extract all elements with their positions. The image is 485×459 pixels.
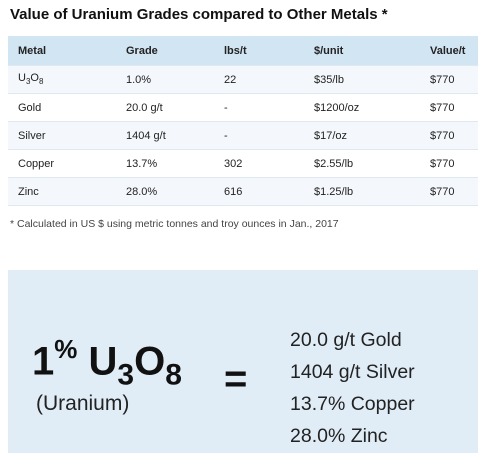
cell-lbs: 302 (214, 149, 304, 178)
cell-metal: Gold (8, 93, 116, 122)
footnote: * Calculated in US $ using metric tonnes… (10, 218, 339, 230)
header-value: Value/t (430, 44, 466, 57)
header-lbs: lbs/t (224, 44, 247, 57)
cell-unit-price: $2.55/lb (304, 149, 420, 178)
cell-lbs: 616 (214, 177, 304, 206)
table-header-row: Metal Grade lbs/t $/unit Value/t (8, 36, 478, 66)
table-row: Zinc 28.0% 616 $1.25/lb $770 (8, 177, 478, 206)
equivalence-panel (8, 270, 478, 453)
equivalent-item: 1404 g/t Silver (290, 361, 415, 383)
cell-grade: 28.0% (116, 177, 214, 206)
cell-metal: Silver (8, 121, 116, 150)
cell-metal: U3O8 (8, 65, 116, 94)
header-unit-price: $/unit (314, 44, 344, 57)
table-row: Silver 1404 g/t - $17/oz $770 (8, 121, 478, 150)
equivalents-list: 20.0 g/t Gold 1404 g/t Silver 13.7% Copp… (290, 324, 415, 452)
cell-unit-price: $1.25/lb (304, 177, 420, 206)
cell-grade: 1404 g/t (116, 121, 214, 150)
uranium-grade-formula: 1% U3O8 (32, 334, 182, 392)
cell-value: $770 (420, 65, 478, 94)
table-row: Gold 20.0 g/t - $1200/oz $770 (8, 93, 478, 122)
cell-unit-price: $17/oz (304, 121, 420, 150)
cell-value: $770 (420, 121, 478, 150)
cell-grade: 13.7% (116, 149, 214, 178)
grades-table: Metal Grade lbs/t $/unit Value/t U3O8 1.… (8, 36, 478, 206)
cell-metal: Zinc (8, 177, 116, 206)
cell-unit-price: $1200/oz (304, 93, 420, 122)
cell-grade: 1.0% (116, 65, 214, 94)
cell-lbs: - (214, 121, 304, 150)
cell-grade: 20.0 g/t (116, 93, 214, 122)
cell-value: $770 (420, 149, 478, 178)
header-grade: Grade (126, 44, 158, 57)
table-row: Copper 13.7% 302 $2.55/lb $770 (8, 149, 478, 178)
cell-value: $770 (420, 93, 478, 122)
cell-lbs: - (214, 93, 304, 122)
equivalent-item: 20.0 g/t Gold (290, 329, 402, 351)
cell-unit-price: $35/lb (304, 65, 420, 94)
equivalent-item: 13.7% Copper (290, 393, 415, 415)
equals-sign: = (224, 357, 248, 401)
equivalent-item: 28.0% Zinc (290, 425, 388, 447)
cell-metal: Copper (8, 149, 116, 178)
cell-value: $770 (420, 177, 478, 206)
header-metal: Metal (18, 44, 47, 57)
uranium-label: (Uranium) (36, 392, 130, 415)
table-row: U3O8 1.0% 22 $35/lb $770 (8, 65, 478, 94)
page-title: Value of Uranium Grades compared to Othe… (10, 6, 388, 23)
cell-lbs: 22 (214, 65, 304, 94)
